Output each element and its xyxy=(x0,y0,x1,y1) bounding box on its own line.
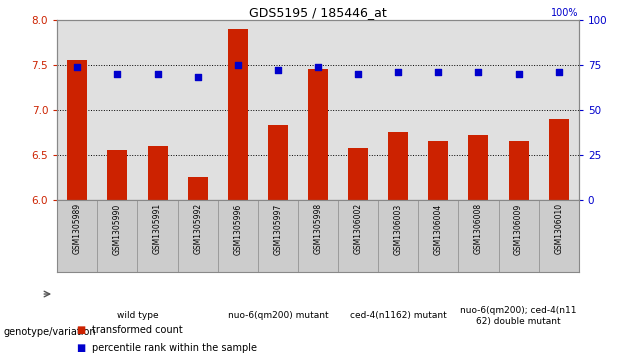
Point xyxy=(473,69,483,75)
Text: GSM1306010: GSM1306010 xyxy=(554,203,563,254)
Text: GSM1306004: GSM1306004 xyxy=(434,203,443,254)
Point xyxy=(193,74,203,80)
Point xyxy=(233,62,243,68)
Bar xyxy=(228,29,248,200)
Text: GSM1305996: GSM1305996 xyxy=(233,203,242,254)
Bar xyxy=(308,69,328,200)
Bar xyxy=(549,119,569,200)
Point xyxy=(393,69,403,75)
Bar xyxy=(67,60,87,200)
Text: transformed count: transformed count xyxy=(92,325,183,335)
Bar xyxy=(268,125,288,200)
Bar xyxy=(388,132,408,200)
Point xyxy=(73,64,83,70)
Text: nuo-6(qm200) mutant: nuo-6(qm200) mutant xyxy=(228,311,328,320)
Text: GSM1305992: GSM1305992 xyxy=(193,203,202,254)
Text: ■: ■ xyxy=(76,343,86,354)
Bar xyxy=(469,135,488,200)
Text: GSM1305989: GSM1305989 xyxy=(73,203,82,254)
Text: GSM1305990: GSM1305990 xyxy=(113,203,122,254)
Point xyxy=(553,69,563,75)
Text: 100%: 100% xyxy=(551,8,579,18)
Text: percentile rank within the sample: percentile rank within the sample xyxy=(92,343,257,354)
Bar xyxy=(348,148,368,200)
Point xyxy=(353,71,363,77)
Bar xyxy=(188,177,208,200)
Text: ■: ■ xyxy=(76,325,86,335)
Point xyxy=(513,71,523,77)
Text: GSM1305998: GSM1305998 xyxy=(314,203,322,254)
Bar xyxy=(107,150,127,200)
Bar xyxy=(509,141,529,200)
Text: nuo-6(qm200); ced-4(n11
62) double mutant: nuo-6(qm200); ced-4(n11 62) double mutan… xyxy=(460,306,577,326)
Text: ced-4(n1162) mutant: ced-4(n1162) mutant xyxy=(350,311,446,320)
Text: wild type: wild type xyxy=(116,311,158,320)
Text: GSM1306009: GSM1306009 xyxy=(514,203,523,254)
Text: GSM1306008: GSM1306008 xyxy=(474,203,483,254)
Text: GSM1305997: GSM1305997 xyxy=(273,203,282,254)
Bar xyxy=(148,146,167,200)
Text: GSM1306003: GSM1306003 xyxy=(394,203,403,254)
Text: genotype/variation: genotype/variation xyxy=(3,327,96,337)
Point xyxy=(273,68,283,73)
Title: GDS5195 / 185446_at: GDS5195 / 185446_at xyxy=(249,6,387,19)
Text: GSM1305991: GSM1305991 xyxy=(153,203,162,254)
Point xyxy=(313,64,323,70)
Point xyxy=(113,71,123,77)
Bar xyxy=(428,141,448,200)
Point xyxy=(153,71,163,77)
Point xyxy=(433,69,443,75)
Text: GSM1306002: GSM1306002 xyxy=(354,203,363,254)
